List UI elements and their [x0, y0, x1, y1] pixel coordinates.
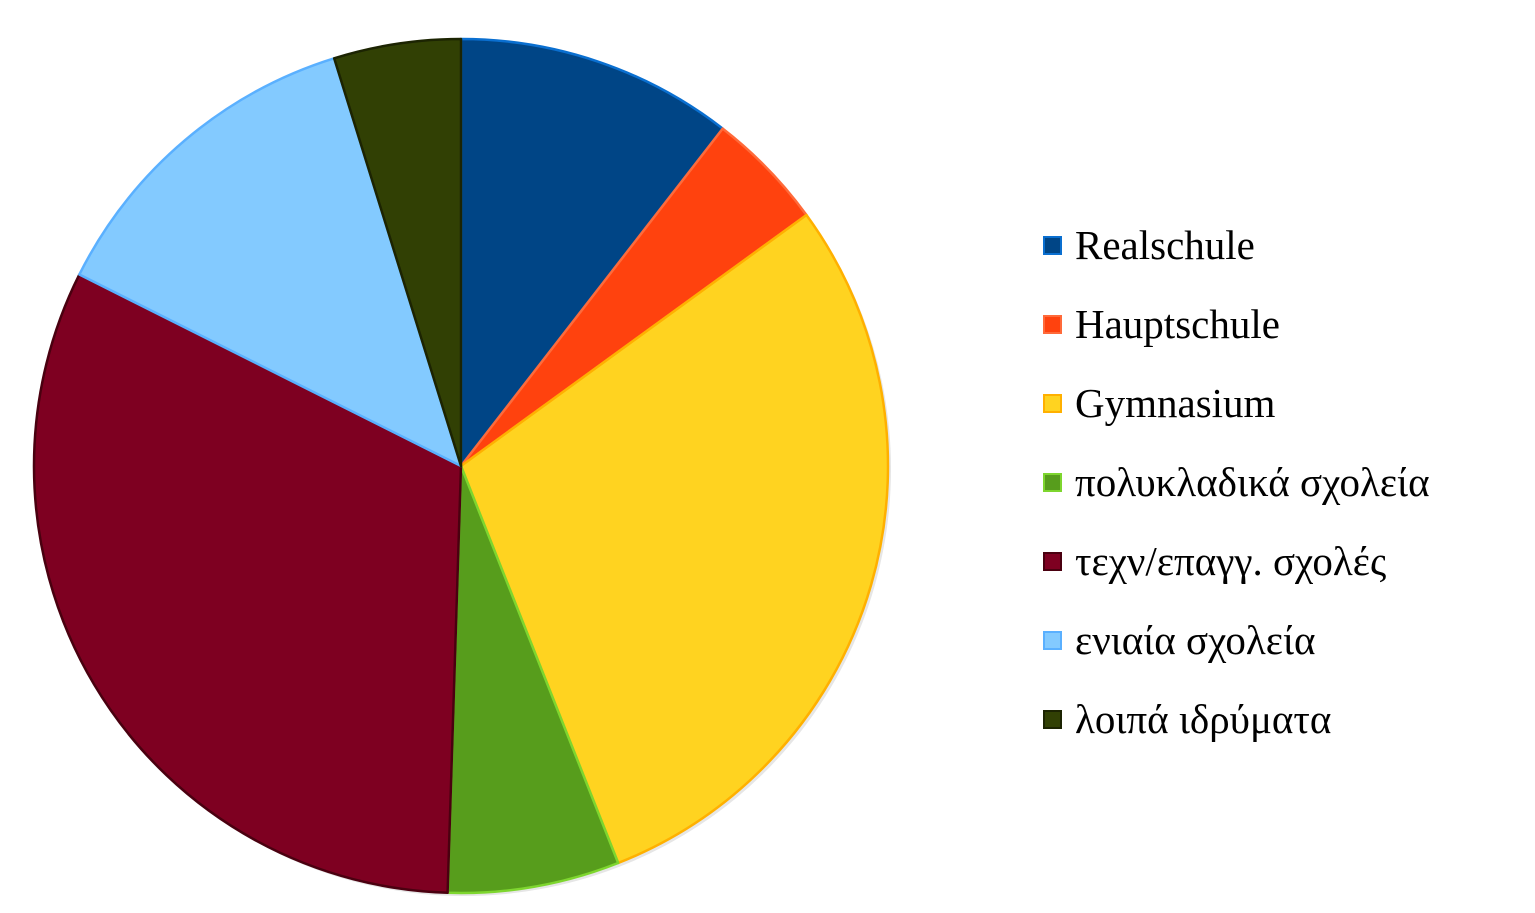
legend-swatch-2 — [1043, 315, 1062, 334]
legend-label-6: ενιαία σχολεία — [1075, 617, 1316, 663]
legend-swatch-7 — [1043, 710, 1062, 729]
legend-item-2: Hauptschule — [1043, 285, 1430, 364]
legend-item-3: Gymnasium — [1043, 364, 1430, 443]
pie-slice-7 — [332, 37, 463, 468]
pie-slice-5 — [32, 273, 463, 895]
legend-label-5: τεχν/επαγγ. σχολές — [1075, 538, 1387, 584]
pie-slice-1 — [459, 37, 724, 468]
legend-item-6: ενιαία σχολεία — [1043, 601, 1430, 680]
legend-label-2: Hauptschule — [1075, 301, 1280, 347]
legend-item-1: Realschule — [1043, 206, 1430, 285]
legend-label-7: λοιπά ιδρύματα — [1075, 696, 1332, 742]
pie-slice-3 — [459, 213, 890, 865]
chart-legend: Realschule Hauptschule Gymnasium πολυκλαδικ… — [1043, 206, 1430, 759]
legend-label-4: πολυκλαδικά σχολεία — [1075, 459, 1430, 505]
legend-item-4: πολυκλαδικά σχολεία — [1043, 443, 1430, 522]
legend-swatch-4 — [1043, 473, 1062, 492]
legend-label-1: Realschule — [1075, 222, 1255, 268]
legend-item-5: τεχν/επαγγ. σχολές — [1043, 522, 1430, 601]
legend-swatch-5 — [1043, 552, 1062, 571]
legend-item-7: λοιπά ιδρύματα — [1043, 680, 1430, 759]
legend-swatch-6 — [1043, 631, 1062, 650]
legend-swatch-1 — [1043, 236, 1062, 255]
legend-label-3: Gymnasium — [1075, 380, 1276, 426]
legend-swatch-3 — [1043, 394, 1062, 413]
pie-slice-4 — [446, 464, 620, 895]
